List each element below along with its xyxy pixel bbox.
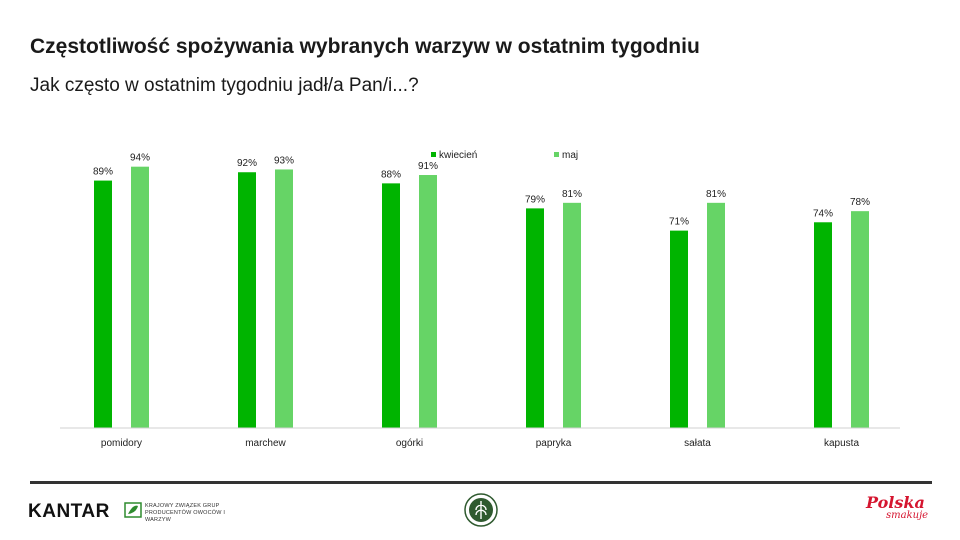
- polska-logo-text: Polska: [866, 493, 925, 512]
- category-label-kapusta: kapusta: [824, 438, 859, 449]
- data-label-ogórki-maj: 91%: [418, 161, 438, 172]
- kzgp-logo: Krajowy Związek Grup Producentów Owoców …: [124, 500, 234, 523]
- bar-marchew-maj: [275, 169, 293, 428]
- page-title: Częstotliwość spożywania wybranych warzy…: [30, 35, 700, 58]
- bar-pomidory-kwiecień: [94, 180, 112, 428]
- chart-bars: 89% 94% 92% 93% 88% 91% 79% 81% 71% 81% 74% 78%: [93, 153, 870, 428]
- bar-chart: kwiecień maj 89%94%92% 93%88%91%79%81%71%8…: [60, 150, 900, 449]
- kantar-logo: KANTAR: [28, 501, 110, 522]
- emblem-icon: [464, 493, 498, 527]
- footer-divider: [30, 481, 932, 484]
- page-subtitle: Jak często w ostatnim tygodniu jadł/a Pa…: [30, 75, 419, 96]
- data-label-pomidory-maj: 94%: [130, 153, 150, 164]
- legend-swatch-kwiecień: [431, 152, 436, 157]
- bar-sałata-kwiecień: [670, 230, 688, 428]
- bar-papryka-kwiecień: [526, 208, 544, 428]
- data-label-papryka-kwiecień: 79%: [525, 194, 545, 205]
- bar-ogórki-maj: [419, 175, 437, 428]
- data-label-ogórki-kwiecień: 88%: [381, 169, 401, 180]
- data-label-kapusta-kwiecień: 74%: [813, 208, 833, 219]
- category-label-marchew: marchew: [245, 438, 286, 449]
- legend-label-kwiecień: kwiecień: [439, 150, 477, 161]
- data-label-marchew-maj: 93%: [274, 155, 294, 166]
- category-labels: pomidory marchew ogórki papryka sałata kapust…: [101, 438, 860, 449]
- data-label-sałata-maj: 81%: [706, 189, 726, 200]
- bar-kapusta-kwiecień: [814, 222, 832, 428]
- data-label-sałata-kwiecień: 71%: [669, 217, 689, 228]
- category-label-papryka: papryka: [536, 438, 572, 449]
- kzgp-leaf-icon: [124, 502, 142, 518]
- bar-ogórki-kwiecień: [382, 183, 400, 428]
- bar-papryka-maj: [563, 202, 581, 428]
- category-label-ogórki: ogórki: [396, 438, 423, 449]
- legend-swatch-maj: [554, 152, 559, 157]
- data-label-kapusta-maj: 78%: [850, 197, 870, 208]
- bar-sałata-maj: [707, 202, 725, 428]
- data-label-pomidory-kwiecień: 89%: [93, 167, 113, 178]
- polska-tagline-text: smakuje: [886, 510, 929, 521]
- category-label-sałata: sałata: [684, 438, 711, 449]
- bar-marchew-kwiecień: [238, 172, 256, 428]
- kzgp-logo-text: Krajowy Związek Grup Producentów Owoców …: [145, 503, 226, 523]
- data-label-papryka-maj: 81%: [562, 189, 582, 200]
- chart-legend: kwiecień maj: [431, 150, 578, 161]
- category-label-pomidory: pomidory: [101, 438, 142, 449]
- data-label-marchew-kwiecień: 92%: [237, 158, 257, 169]
- bar-kapusta-maj: [851, 211, 869, 428]
- polska-smakuje-logo: Polska smakuje: [866, 493, 932, 525]
- legend-label-maj: maj: [562, 150, 578, 161]
- bar-pomidory-maj: [131, 166, 149, 428]
